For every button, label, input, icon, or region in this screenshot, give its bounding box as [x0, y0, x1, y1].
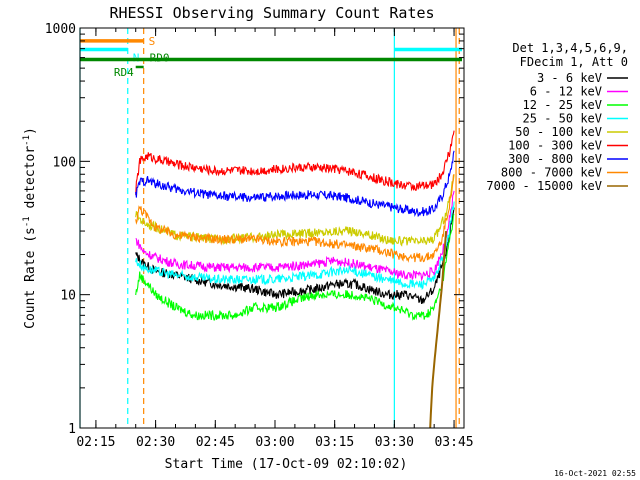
series-line-50-100-kev — [135, 174, 455, 247]
series-line-12-25-kev — [135, 214, 455, 321]
y-label-sup2: -1 — [22, 135, 32, 146]
x-tick-label: 03:00 — [255, 435, 294, 450]
series-line-6-12-kev — [135, 190, 455, 282]
legend-entry-label: 100 - 300 keV — [508, 139, 602, 153]
chart-title: RHESSI Observing Summary Count Rates — [109, 4, 434, 22]
legend-entry-label: 12 - 25 keV — [523, 98, 602, 112]
y-axis-label: Count Rate (s-1 detector-1) — [22, 127, 38, 329]
y-tick-label: 10 — [60, 289, 76, 304]
y-label-part1: Count Rate (s — [23, 227, 38, 329]
legend-entry-label: 25 - 50 keV — [523, 112, 602, 126]
series-line-300-800-kev — [135, 150, 455, 218]
footer-date: 16-Oct-2021 02:55 — [554, 469, 636, 478]
y-tick-label: 100 — [53, 155, 76, 170]
legend-entry-label: 3 - 6 keV — [537, 71, 602, 85]
state-label-s: S — [149, 35, 156, 48]
x-tick-label: 03:15 — [315, 435, 354, 450]
x-tick-label: 03:30 — [375, 435, 414, 450]
series-line-25-50-kev — [135, 201, 455, 291]
vertical-markers — [79, 28, 460, 428]
x-tick-label: 02:30 — [136, 435, 175, 450]
x-tick-label: 02:45 — [196, 435, 235, 450]
series-line-7000-15000-kev — [429, 231, 448, 429]
plot-frame — [79, 27, 465, 429]
series-line-800-7000-kev — [135, 173, 455, 263]
state-label-rd4: RD4 — [114, 66, 134, 79]
y-tick-label: 1000 — [45, 22, 76, 37]
x-tick-label: 03:45 — [434, 435, 473, 450]
axes: 02:15 02:30 02:45 03:00 03:15 03:30 03:45 1 10 10… — [45, 22, 474, 450]
legend-entry-label: 50 - 100 keV — [515, 125, 602, 139]
y-label-part3: ) — [23, 127, 38, 135]
y-label-part2: detector — [23, 146, 38, 217]
series-lines — [135, 130, 455, 429]
series-line-3-6-kev — [135, 207, 455, 305]
legend-title-line1: Det 1,3,4,5,6,9, — [512, 41, 628, 55]
state-label-rd0: RD0 — [150, 52, 170, 65]
legend-entry-label: 6 - 12 keV — [530, 85, 602, 99]
legend-entry-label: 300 - 800 keV — [508, 152, 602, 166]
legend-entry-label: 7000 - 15000 keV — [486, 179, 602, 193]
legend-entry-label: 800 - 7000 keV — [501, 166, 602, 180]
y-label-sup1: -1 — [22, 216, 32, 227]
x-tick-label: 02:15 — [76, 435, 115, 450]
x-axis-label: Start Time (17-Oct-09 02:10:02) — [165, 457, 408, 472]
state-bars: SNRD0RD4 — [80, 35, 463, 79]
y-tick-label: 1 — [68, 422, 76, 437]
legend-title-line2: FDecim 1, Att 0 — [520, 55, 628, 69]
series-line-100-300-kev — [135, 130, 455, 196]
